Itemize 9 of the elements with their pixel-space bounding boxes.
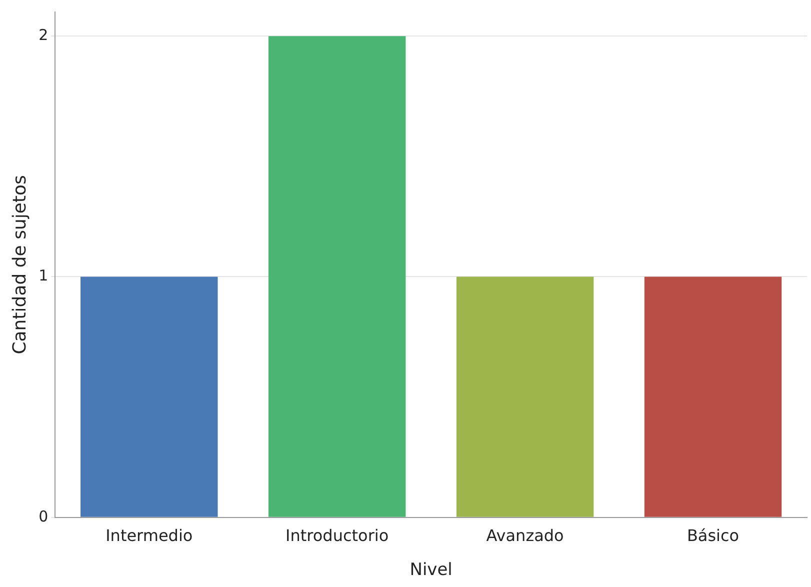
y-tick-label: 2 (38, 26, 48, 44)
y-tick-label: 0 (38, 507, 48, 526)
x-tick-label: Básico (686, 526, 740, 546)
x-tick-label: Avanzado (486, 526, 564, 546)
y-tick-label: 1 (38, 266, 48, 285)
x-axis-title: Nivel (410, 560, 452, 580)
y-axis-title: Cantidad de sujetos (9, 175, 30, 354)
x-tick-label: Introductorio (286, 526, 389, 546)
x-tick-label: Intermedio (106, 526, 193, 546)
